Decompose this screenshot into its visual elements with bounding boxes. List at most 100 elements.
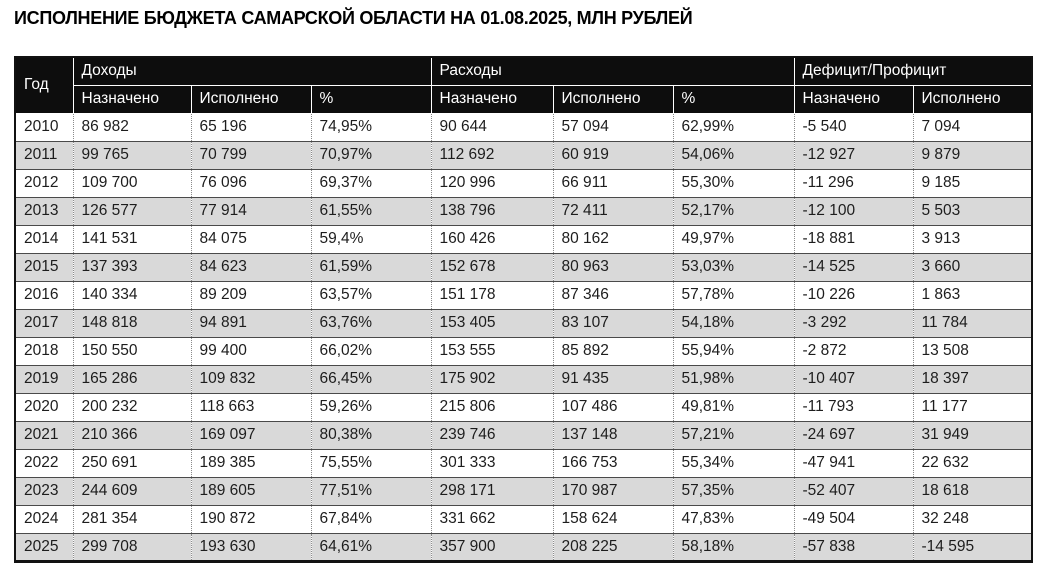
table-row: 2016 140 334 89 209 63,57% 151 178 87 346 57,7… [15,280,1032,309]
value-cell: 72 411 [552,196,673,225]
value-cell: 60 919 [552,140,673,169]
value-cell: -52 407 [793,476,913,505]
value-cell: 61,59% [310,252,431,281]
year-cell: 2024 [15,504,73,533]
table-row: 2024 281 354 190 872 67,84% 331 662 158 624 47… [15,504,1032,533]
value-cell: 208 225 [552,532,673,561]
value-cell: -18 881 [793,224,913,253]
value-cell: 54,18% [672,308,794,337]
value-cell: 94 891 [190,308,311,337]
value-cell: 49,97% [672,224,794,253]
subheader-deficit-assigned: Назначено [793,84,914,114]
table-row: 2021 210 366 169 097 80,38% 239 746 137 148 57… [15,420,1032,449]
value-cell: -12 100 [793,196,913,225]
value-cell: 77,51% [310,476,431,505]
col-header-year: Год [14,56,74,114]
value-cell: -2 872 [793,336,913,365]
value-cell: 85 892 [552,336,673,365]
value-cell: 66 911 [552,168,673,197]
value-cell: 137 393 [72,252,191,281]
year-cell: 2013 [15,196,73,225]
value-cell: 80 162 [552,224,673,253]
group-header-deficit-surplus: Дефицит/Профицит [793,56,1033,86]
subheader-expenses-assigned: Назначено [430,84,554,114]
value-cell: 57,21% [672,420,794,449]
value-cell: 58,18% [672,532,794,561]
value-cell: 54,06% [672,140,794,169]
subheader-expenses-percent: % [672,84,795,114]
value-cell: 5 503 [912,196,1032,225]
value-cell: 141 531 [72,224,191,253]
value-cell: 151 178 [430,280,553,309]
value-cell: -14 595 [912,532,1032,561]
value-cell: 13 508 [912,336,1032,365]
table-row: 2017 148 818 94 891 63,76% 153 405 83 107 54,1… [15,308,1032,337]
value-cell: 190 872 [190,504,311,533]
year-cell: 2023 [15,476,73,505]
value-cell: -12 927 [793,140,913,169]
value-cell: 137 148 [552,420,673,449]
value-cell: 107 486 [552,392,673,421]
value-cell: 9 185 [912,168,1032,197]
value-cell: -11 296 [793,168,913,197]
value-cell: 120 996 [430,168,553,197]
year-cell: 2022 [15,448,73,477]
value-cell: 189 385 [190,448,311,477]
table-row: 2014 141 531 84 075 59,4% 160 426 80 162 49,97… [15,224,1032,253]
value-cell: 89 209 [190,280,311,309]
value-cell: 31 949 [912,420,1032,449]
table-row: 2011 99 765 70 799 70,97% 112 692 60 919 54,06… [15,140,1032,169]
year-cell: 2016 [15,280,73,309]
year-cell: 2021 [15,420,73,449]
value-cell: 148 818 [72,308,191,337]
value-cell: 63,57% [310,280,431,309]
value-cell: 84 623 [190,252,311,281]
table-row: 2020 200 232 118 663 59,26% 215 806 107 486 49… [15,392,1032,421]
subheader-income-executed: Исполнено [190,84,312,114]
year-cell: 2017 [15,308,73,337]
value-cell: 55,30% [672,168,794,197]
value-cell: 32 248 [912,504,1032,533]
value-cell: -10 407 [793,364,913,393]
value-cell: -49 504 [793,504,913,533]
value-cell: 170 987 [552,476,673,505]
table-row: 2023 244 609 189 605 77,51% 298 171 170 987 57… [15,476,1032,505]
value-cell: 200 232 [72,392,191,421]
header-sub-row: Назначено Исполнено % Назначено Исполнен… [15,84,1033,114]
value-cell: -10 226 [793,280,913,309]
value-cell: 66,45% [310,364,431,393]
value-cell: 65 196 [190,112,311,141]
value-cell: 55,34% [672,448,794,477]
value-cell: -11 793 [793,392,913,421]
table-row: 2010 86 982 65 196 74,95% 90 644 57 094 62,99%… [15,112,1032,141]
value-cell: 357 900 [430,532,553,561]
value-cell: 74,95% [310,112,431,141]
value-cell: 299 708 [72,532,191,561]
value-cell: 7 094 [912,112,1032,141]
year-cell: 2014 [15,224,73,253]
value-cell: 158 624 [552,504,673,533]
value-cell: 215 806 [430,392,553,421]
budget-table: Год Доходы Расходы Дефицит/Профицит Назн… [14,56,1033,563]
table-body: 2010 86 982 65 196 74,95% 90 644 57 094 62,99%… [15,112,1032,561]
group-header-expenses: Расходы [430,56,795,86]
value-cell: 77 914 [190,196,311,225]
subheader-expenses-executed: Исполнено [552,84,674,114]
value-cell: 165 286 [72,364,191,393]
subheader-income-percent: % [310,84,432,114]
value-cell: 3 660 [912,252,1032,281]
value-cell: 109 832 [190,364,311,393]
table-row: 2012 109 700 76 096 69,37% 120 996 66 911 55,3… [15,168,1032,197]
value-cell: 112 692 [430,140,553,169]
year-cell: 2018 [15,336,73,365]
value-cell: 126 577 [72,196,191,225]
value-cell: 51,98% [672,364,794,393]
value-cell: 152 678 [430,252,553,281]
subheader-deficit-executed: Исполнено [912,84,1033,114]
value-cell: 99 400 [190,336,311,365]
value-cell: 84 075 [190,224,311,253]
value-cell: 67,84% [310,504,431,533]
value-cell: 70 799 [190,140,311,169]
year-cell: 2019 [15,364,73,393]
value-cell: 57,78% [672,280,794,309]
